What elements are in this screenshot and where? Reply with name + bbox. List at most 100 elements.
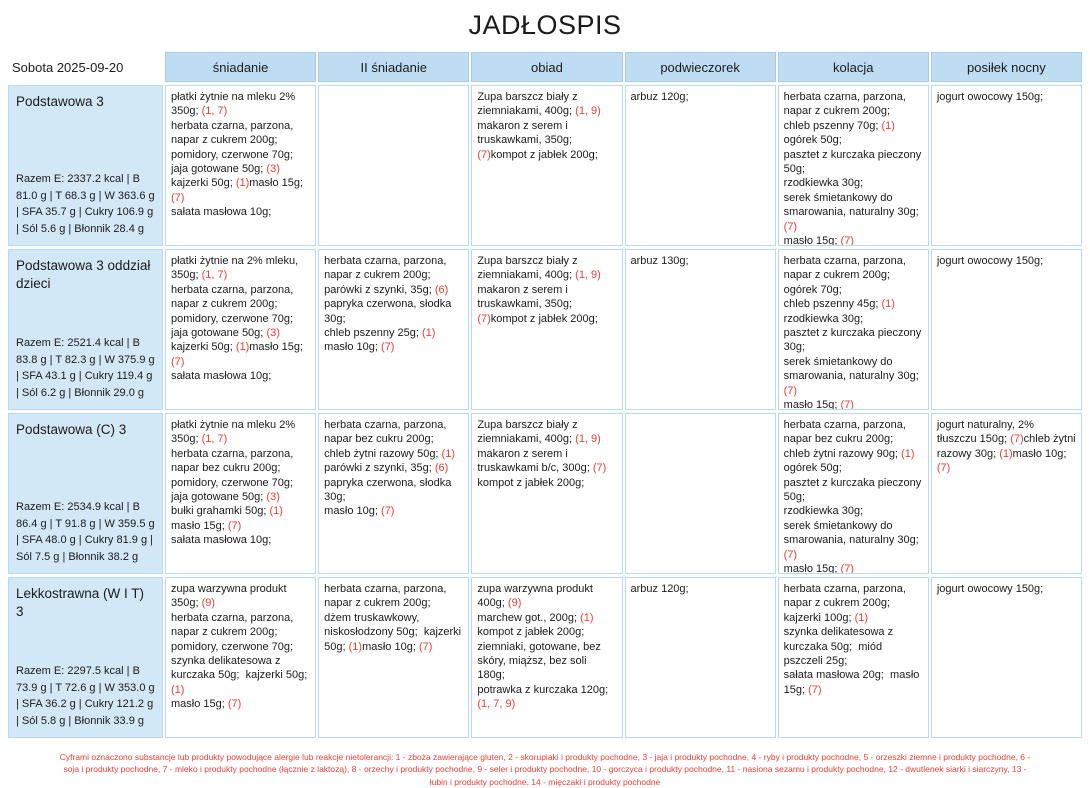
meal-line: papryka czerwona, słodka 30g; <box>324 476 463 505</box>
meal-line: masło 10g; (7) <box>324 340 463 354</box>
page-title: JADŁOSPIS <box>468 10 622 40</box>
meal-item-text: masło 10g; <box>324 341 382 354</box>
meal-item-text: Zupa barszcz biały z ziemniakami, 400g; <box>477 91 581 118</box>
diet-totals: Razem E: 2521.4 kcal | B 83.8 g | T 82.3… <box>16 337 155 399</box>
meal-line: herbata czarna, parzona, napar z cukrem … <box>324 254 463 283</box>
meal-line: parówki z szynki, 35g; (6) <box>324 461 463 475</box>
meal-item-text: jogurt naturalny, 2% tłuszczu 150g; <box>936 419 1037 446</box>
meal-line: płatki żytnie na mleku 2% 350g; (1, 7) <box>171 418 310 447</box>
meal-item-text: szynka delikatesowa z kurczaka 50g; kajz… <box>171 655 311 682</box>
allergen-code: (7) <box>381 341 395 354</box>
meal-cell <box>318 85 470 246</box>
allergen-code: (1, 9) <box>575 433 601 446</box>
allergen-code: (1) <box>171 683 185 696</box>
diet-totals: Razem E: 2297.5 kcal | B 73.9 g | T 72.6… <box>16 665 155 727</box>
meal-item-text: pomidory, czerwone 70g; <box>171 148 294 161</box>
meal-cell: herbata czarna, parzona, napar z cukrem … <box>318 249 470 410</box>
meal-item-text: chleb żytni razowy 30g; <box>936 433 1079 460</box>
allergen-code: (7) <box>936 462 951 475</box>
allergen-code: (1) <box>235 341 250 354</box>
meal-line: jaja gotowane 50g; (3) <box>171 326 310 340</box>
meal-line: Zupa barszcz biały z ziemniakami, 400g; … <box>477 90 616 119</box>
meal-item-text: pasztet z kurczaka pieczony 50g; <box>783 148 925 176</box>
meal-line: herbata czarna, parzona, napar bez cukru… <box>324 418 463 447</box>
meal-item-text: arbuz 120g; <box>630 583 689 595</box>
column-header-5: kolacja <box>777 52 929 82</box>
allergen-code: (1, 9) <box>575 105 601 118</box>
meal-item-text: potrawka z kurczaka 120g; <box>477 683 612 696</box>
meal-line: kajzerki 50g; (1)masło 15g; (7) <box>171 340 310 369</box>
meal-item-text: serek śmietankowy do smarowania, natural… <box>783 191 922 219</box>
meal-item-text: dżem truskawkowy, niskosłodzony 50g; kaj… <box>324 611 465 653</box>
meal-line: pasztet z kurczaka pieczony 30g; <box>784 326 923 355</box>
meal-line: rzodkiewka 30g; <box>784 312 923 326</box>
diet-name: Lekkostrawna (W I T) 3 <box>16 586 145 619</box>
meal-line: rzodkiewka 30g; <box>784 504 923 518</box>
meal-item-text: pomidory, czerwone 70g; <box>171 312 294 325</box>
meal-cell: herbata czarna, parzona, napar z cukrem … <box>318 577 470 738</box>
meal-line: serek śmietankowy do smarowania, natural… <box>784 355 923 398</box>
meal-line: chleb żytni razowy 90g; (1) <box>784 447 923 461</box>
meal-item-text: jaja gotowane 50g; <box>171 327 267 340</box>
meal-cell: płatki żytnie na mleku 2% 350g; (1, 7) he… <box>165 413 317 574</box>
meal-item-text: herbata czarna, parzona, napar z cukrem … <box>783 91 910 118</box>
meal-item-text: kompot z jabłek 200g; <box>477 626 585 639</box>
meal-cell: arbuz 120g; <box>624 85 776 246</box>
meal-line: jogurt owocowy 150g; <box>937 582 1076 596</box>
diet-name: Podstawowa 3 <box>16 94 104 109</box>
menu-table: Sobota 2025-09-20 śniadanie II śniadanie o… <box>8 52 1082 738</box>
meal-cell: Zupa barszcz biały z ziemniakami, 400g; … <box>471 413 623 574</box>
meal-line: jogurt owocowy 150g; <box>937 254 1076 268</box>
meal-cell: zupa warzywna produkt 350g; (9) herbata c… <box>165 577 317 738</box>
meal-item-text: zupa warzywna produkt 400g; <box>477 583 596 610</box>
allergen-legend: Cyframi oznaczono substancje lub produkt… <box>59 752 1031 787</box>
meal-cell: zupa warzywna produkt 400g; (9) marchew g… <box>471 577 623 738</box>
allergen-code: (3) <box>266 163 280 176</box>
allergen-code: (1) <box>269 505 283 518</box>
meal-item-text: Zupa barszcz biały z ziemniakami, 400g; <box>477 255 581 282</box>
meal-line: sałata masłowa 10g; <box>171 205 310 219</box>
meal-line: Zupa barszcz biały z ziemniakami, 400g; … <box>477 254 616 283</box>
meal-item-text: parówki z szynki, 35g; <box>324 283 435 296</box>
meal-line: sałata masłowa 10g; <box>171 369 310 383</box>
meal-item-text: papryka czerwona, słodka 30g; <box>324 298 455 325</box>
allergen-code: (7) <box>227 698 242 711</box>
allergen-code: (1) <box>580 611 594 624</box>
meal-item-text: herbata czarna, parzona, napar bez cukru… <box>171 447 297 475</box>
meal-line: pomidory, czerwone 70g; <box>171 476 310 490</box>
meal-line: ogórek 50g; <box>784 133 923 147</box>
meal-line: zupa warzywna produkt 350g; (9) <box>171 582 310 611</box>
meal-item-text: jogurt owocowy 150g; <box>936 255 1044 267</box>
meal-item-text: pasztet z kurczaka pieczony 30g; <box>783 327 925 354</box>
allergen-code: (6) <box>434 462 449 475</box>
allergen-code: (1, 7) <box>201 105 228 118</box>
meal-item-text: herbata czarna, parzona, napar z cukrem … <box>171 611 297 639</box>
meal-line: herbata czarna, parzona, napar bez cukru… <box>784 418 923 447</box>
meal-line: herbata czarna, parzona, napar bez cukru… <box>171 447 310 476</box>
allergen-code: (1, 9) <box>575 269 601 282</box>
meal-item-text: ogórek 50g; <box>783 462 842 475</box>
meal-cell: herbata czarna, parzona, napar z cukrem … <box>777 85 929 246</box>
diet-name: Podstawowa (C) 3 <box>16 422 127 437</box>
meal-line: szynka delikatesowa z kurczaka 50g; kajz… <box>171 654 310 697</box>
meal-line: zupa warzywna produkt 400g; (9) <box>477 582 616 611</box>
meal-item-text: masło 15g; <box>783 563 841 574</box>
meal-item-text: szynka delikatesowa z kurczaka 50g; miód… <box>783 626 897 668</box>
allergen-code: (1, 7, 9) <box>477 698 516 711</box>
meal-cell <box>624 413 776 574</box>
meal-item-text: zupa warzywna produkt 350g; <box>171 583 290 610</box>
meal-line: masło 15g; (7) <box>171 519 310 533</box>
meal-line: masło 15g; (7) <box>171 697 310 711</box>
meal-cell: Zupa barszcz biały z ziemniakami, 400g; … <box>471 85 623 246</box>
allergen-code: (1) <box>422 327 436 340</box>
meal-line: chleb pszenny 25g; (1) <box>324 326 463 340</box>
meal-line: chleb pszenny 70g; (1) <box>784 119 923 133</box>
meal-item-text: serek śmietankowy do smarowania, natural… <box>783 355 922 383</box>
meal-cell: arbuz 120g; <box>624 577 776 738</box>
meal-line: jogurt naturalny, 2% tłuszczu 150g; (7) c… <box>937 418 1076 476</box>
meal-line: jogurt owocowy 150g; <box>937 90 1076 104</box>
meal-line: arbuz 120g; <box>631 582 770 596</box>
meal-item-text: rzodkiewka 30g; <box>783 177 864 190</box>
meal-item-text: płatki żytnie na 2% mleku, 350g; <box>171 255 302 282</box>
meal-cell: herbata czarna, parzona, napar bez cukru… <box>777 413 929 574</box>
